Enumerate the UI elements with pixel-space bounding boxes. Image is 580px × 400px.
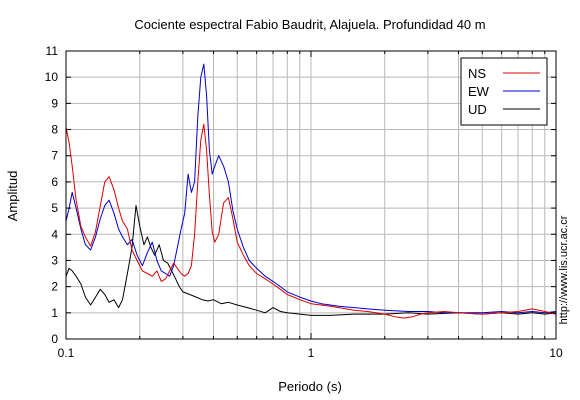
legend-label-ns: NS — [468, 66, 486, 81]
legend-label-ud: UD — [468, 102, 487, 117]
y-axis-label: Amplitud — [5, 171, 20, 222]
legend-label-ew: EW — [468, 84, 490, 99]
y-tick-label: 2 — [51, 280, 58, 294]
y-tick-label: 1 — [51, 306, 58, 320]
x-tick-label: 10 — [549, 346, 563, 360]
y-tick-label: 4 — [51, 227, 58, 241]
y-tick-label: 7 — [51, 149, 58, 163]
y-tick-label: 9 — [51, 96, 58, 110]
x-axis-label: Periodo (s) — [278, 379, 342, 394]
x-tick-label: 0.1 — [58, 346, 75, 360]
source-url: http://www.lis.ucr.ac.cr — [558, 215, 570, 324]
y-tick-label: 6 — [51, 175, 58, 189]
chart-title: Cociente espectral Fabio Baudrit, Alajue… — [134, 17, 485, 32]
y-tick-label: 10 — [45, 70, 59, 84]
x-tick-labels: 0.1 1 10 — [58, 346, 563, 360]
y-tick-label: 0 — [51, 332, 58, 346]
y-tick-label: 5 — [51, 201, 58, 215]
y-tick-label: 8 — [51, 123, 58, 137]
y-tick-label: 11 — [46, 44, 59, 58]
x-tick-label: 1 — [308, 346, 315, 360]
legend: NS EW UD — [461, 58, 547, 125]
y-tick-label: 3 — [51, 253, 58, 267]
y-tick-labels: 0 1 2 3 4 5 6 7 8 9 10 11 — [45, 44, 59, 346]
